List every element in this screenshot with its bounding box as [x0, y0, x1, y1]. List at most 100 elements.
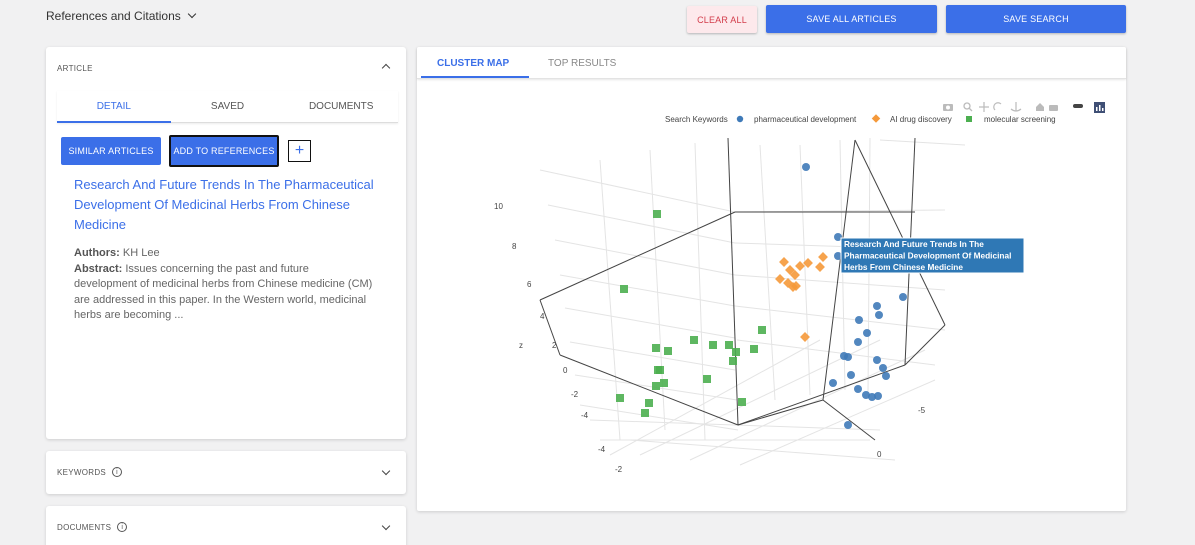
molecular-screening-point[interactable] [732, 348, 740, 356]
home-icon[interactable] [1036, 103, 1044, 111]
ai-drug-discovery-point[interactable] [815, 262, 825, 272]
hover-icon[interactable] [1073, 104, 1083, 108]
ai-drug-discovery-point[interactable] [791, 281, 801, 291]
molecular-screening-point[interactable] [725, 341, 733, 349]
molecular-screening-point[interactable] [653, 210, 661, 218]
z-axis-label: z [519, 341, 523, 350]
reset-view-icon[interactable] [1049, 105, 1058, 111]
pharmaceutical-point[interactable] [873, 356, 881, 364]
ai-drug-discovery-point[interactable] [795, 261, 805, 271]
tab-documents[interactable]: DOCUMENTS [308, 101, 374, 112]
pharmaceutical-point[interactable] [882, 372, 890, 380]
legend-entry-molecular[interactable]: molecular screening [984, 115, 1056, 124]
pharmaceutical-point[interactable] [834, 252, 842, 260]
legend-entry-pharmaceutical[interactable]: pharmaceutical development [754, 115, 857, 124]
legend-marker-ai [871, 114, 881, 123]
legend: Search Keywords pharmaceutical developme… [665, 114, 1056, 124]
pharmaceutical-point[interactable] [875, 311, 883, 319]
chevron-down-icon[interactable] [381, 466, 391, 476]
ai-drug-discovery-point[interactable] [785, 265, 795, 275]
hover-tooltip: Research And Future Trends In The Pharmac… [840, 237, 1025, 274]
tab-detail[interactable]: DETAIL [57, 91, 171, 123]
pharmaceutical-point[interactable] [829, 379, 837, 387]
molecular-screening-point[interactable] [645, 399, 653, 407]
molecular-screening-point[interactable] [652, 382, 660, 390]
molecular-screening-point[interactable] [620, 285, 628, 293]
info-icon[interactable]: i [112, 467, 123, 477]
map-tabs: CLUSTER MAP TOP RESULTS [417, 47, 1126, 79]
pharmaceutical-point[interactable] [854, 338, 862, 346]
tab-top-results[interactable]: TOP RESULTS [548, 58, 617, 69]
page-title-text: References and Citations [46, 9, 181, 23]
documents-panel[interactable]: DOCUMENTS i [46, 506, 406, 545]
molecular-screening-point[interactable] [660, 379, 668, 387]
cluster-map-panel: CLUSTER MAP TOP RESULTS [417, 47, 1126, 511]
molecular-screening-point[interactable] [703, 375, 711, 383]
legend-entry-ai[interactable]: AI drug discovery [890, 115, 952, 124]
similar-articles-button[interactable]: SIMILAR ARTICLES [61, 137, 161, 165]
ai-drug-discovery-point[interactable] [803, 258, 813, 268]
pharmaceutical-point[interactable] [854, 385, 862, 393]
molecular-screening-point[interactable] [690, 336, 698, 344]
molecular-screening-point[interactable] [729, 357, 737, 365]
pharmaceutical-point[interactable] [847, 371, 855, 379]
article-tabs: DETAIL SAVED DOCUMENTS [57, 91, 398, 123]
molecular-screening-point[interactable] [652, 344, 660, 352]
chevron-down-icon[interactable] [381, 521, 391, 531]
ai-drug-discovery-point[interactable] [790, 270, 800, 280]
ai-drug-discovery-point[interactable] [779, 257, 789, 267]
plot-modebar [943, 102, 1105, 113]
authors-line: Authors: KH Lee [74, 246, 374, 262]
plotly-logo-icon[interactable] [1094, 102, 1105, 113]
page-title[interactable]: References and Citations [46, 9, 196, 23]
save-all-articles-button[interactable]: SAVE ALL ARTICLES [766, 5, 937, 33]
pharmaceutical-point[interactable] [844, 421, 852, 429]
molecular-screening-point[interactable] [664, 347, 672, 355]
ai-drug-discovery-point[interactable] [800, 332, 810, 342]
info-icon[interactable]: i [117, 522, 128, 532]
authors-label: Authors: [74, 247, 120, 259]
ai-drug-discovery-point[interactable] [818, 252, 828, 262]
article-title[interactable]: Research And Future Trends In The Pharma… [74, 177, 374, 232]
zoom-icon[interactable] [963, 102, 973, 112]
cluster-map-plot[interactable]: 10 8 6 4 2 0 -2 -4 -4 -2 -5 0 z Search Keywords pha… [417, 81, 1126, 511]
plus-icon[interactable]: + [288, 140, 311, 162]
save-search-button[interactable]: SAVE SEARCH [946, 5, 1126, 33]
molecular-screening-point[interactable] [709, 341, 717, 349]
orbit-icon[interactable] [993, 102, 1002, 111]
molecular-screening-point[interactable] [758, 326, 766, 334]
pharmaceutical-point[interactable] [899, 293, 907, 301]
turntable-icon[interactable] [1010, 102, 1022, 112]
pharmaceutical-point[interactable] [855, 316, 863, 324]
pharmaceutical-point[interactable] [874, 392, 882, 400]
pan-icon[interactable] [979, 102, 989, 112]
pharmaceutical-point[interactable] [879, 364, 887, 372]
molecular-screening-point[interactable] [654, 366, 662, 374]
ai-drug-discovery-point[interactable] [775, 274, 785, 284]
tab-saved[interactable]: SAVED [210, 101, 245, 112]
tab-cluster-map[interactable]: CLUSTER MAP [437, 58, 510, 69]
legend-marker-molecular [966, 116, 972, 122]
molecular-screening-point[interactable] [616, 394, 624, 402]
molecular-screening-point[interactable] [750, 345, 758, 353]
pharmaceutical-point[interactable] [868, 393, 876, 401]
molecular-screening-point[interactable] [738, 398, 746, 406]
pharmaceutical-point[interactable] [844, 353, 852, 361]
camera-icon[interactable] [943, 104, 953, 111]
clear-all-button[interactable]: CLEAR ALL [687, 6, 757, 33]
pharmaceutical-point[interactable] [802, 163, 810, 171]
molecular-screening-point[interactable] [641, 409, 649, 417]
z-tick-label: -2 [571, 390, 579, 399]
abstract-label: Abstract: [74, 262, 123, 275]
chevron-up-icon[interactable] [381, 63, 391, 73]
pharmaceutical-point[interactable] [834, 233, 842, 241]
keywords-header: KEYWORDS i [57, 467, 123, 477]
abstract-line: Abstract: Issues concerning the past and… [74, 262, 374, 324]
y-tick-label: -4 [598, 445, 606, 454]
pharmaceutical-point[interactable] [863, 329, 871, 337]
add-to-references-button[interactable]: ADD TO REFERENCES [169, 135, 279, 167]
keywords-header-label: KEYWORDS [57, 467, 107, 477]
pharmaceutical-point[interactable] [873, 302, 881, 310]
documents-header-label: DOCUMENTS [57, 522, 112, 532]
keywords-panel[interactable]: KEYWORDS i [46, 451, 406, 494]
